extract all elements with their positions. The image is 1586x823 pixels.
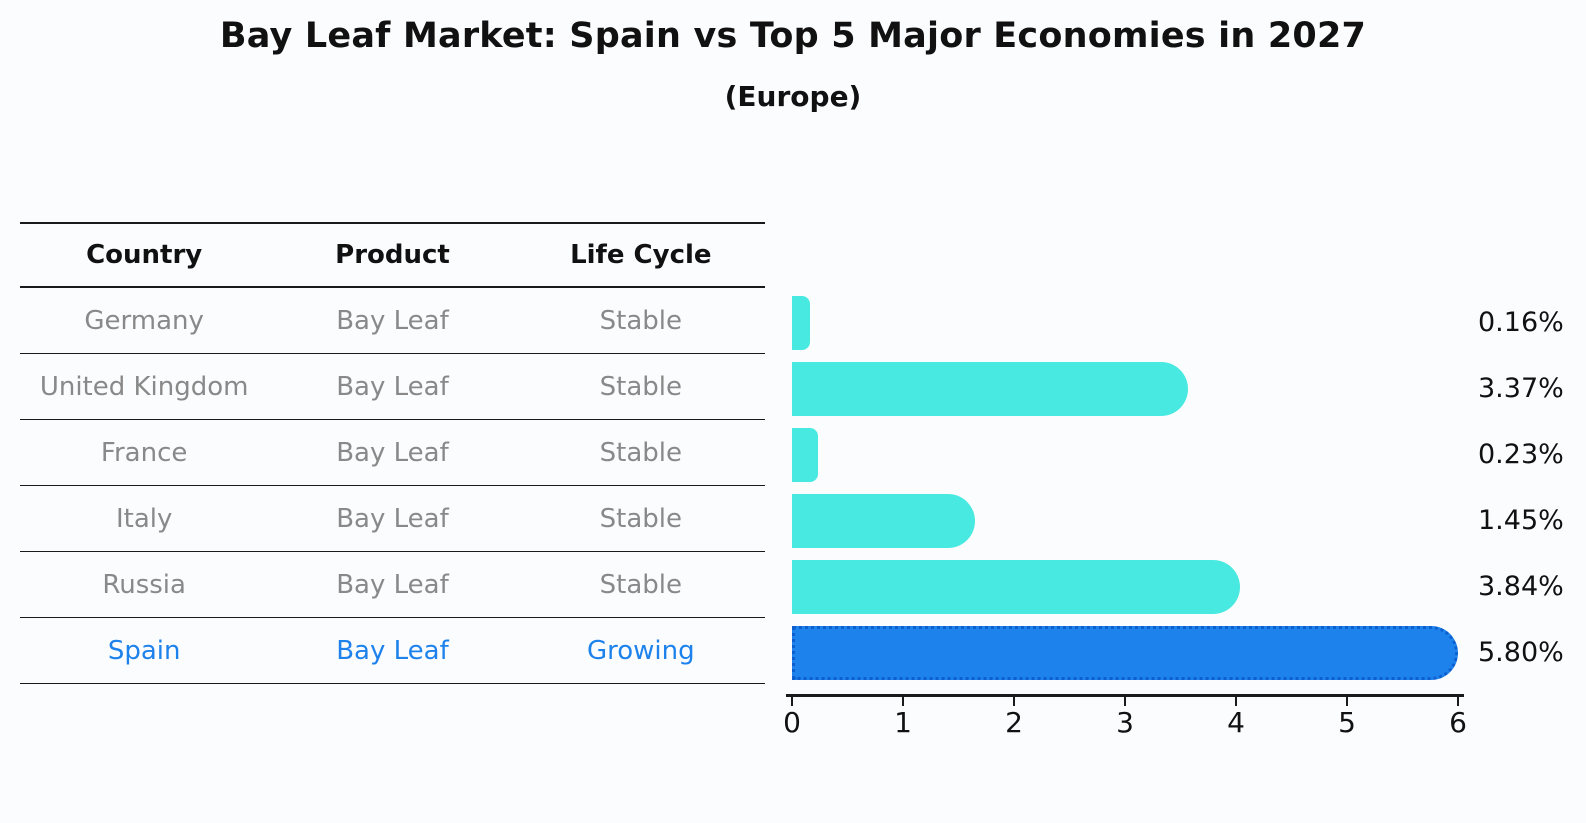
value-label-france: 0.23%: [1478, 439, 1564, 470]
value-label-italy: 1.45%: [1478, 505, 1564, 536]
cell-product: Bay Leaf: [336, 503, 449, 534]
value-label-germany: 0.16%: [1478, 307, 1564, 338]
x-axis-line: [786, 694, 1464, 697]
table-row-spain: Spain Bay Leaf Growing: [20, 618, 765, 684]
table-header-product: Product: [335, 240, 450, 270]
value-label-russia: 3.84%: [1478, 571, 1564, 602]
cell-country: Italy: [115, 503, 173, 534]
x-tick-label-0: 0: [783, 706, 801, 739]
x-tick-mark-4: [1235, 696, 1237, 706]
table-row-russia: Russia Bay Leaf Stable: [20, 552, 765, 618]
cell-life-cycle: Stable: [599, 503, 682, 534]
value-label-spain: 5.80%: [1478, 637, 1564, 668]
bar-italy: [792, 494, 975, 548]
cell-product: Bay Leaf: [336, 371, 449, 402]
table-row-germany: Germany Bay Leaf Stable: [20, 288, 765, 354]
bar-france: [792, 428, 818, 482]
chart-title: Bay Leaf Market: Spain vs Top 5 Major Ec…: [219, 16, 1367, 56]
chart-subtitle: (Europe): [724, 80, 862, 113]
cell-life-cycle: Growing: [586, 635, 695, 666]
bar-united-kingdom: [792, 362, 1189, 416]
cell-product: Bay Leaf: [336, 305, 449, 336]
x-tick-mark-5: [1346, 696, 1348, 706]
bar-germany: [792, 296, 810, 350]
cell-country: United Kingdom: [39, 371, 249, 402]
table-rows: Germany Bay Leaf Stable United Kingdom Bay L…: [20, 288, 765, 684]
x-tick-label-3: 3: [1116, 706, 1134, 739]
x-tick-mark-0: [791, 696, 793, 706]
x-tick-label-5: 5: [1338, 706, 1356, 739]
x-tick-label-4: 4: [1227, 706, 1245, 739]
cell-country: Spain: [107, 635, 181, 666]
cell-country: Germany: [84, 305, 204, 336]
cell-product: Bay Leaf: [336, 437, 449, 468]
bar-spain: [792, 626, 1458, 680]
cell-life-cycle: Stable: [599, 569, 682, 600]
table-header-row: Country Product Life Cycle: [20, 222, 765, 288]
x-tick-mark-2: [1013, 696, 1015, 706]
x-tick-label-6: 6: [1449, 706, 1467, 739]
x-tick-mark-3: [1124, 696, 1126, 706]
cell-product: Bay Leaf: [336, 569, 449, 600]
cell-life-cycle: Stable: [599, 437, 682, 468]
table-header-life-cycle: Life Cycle: [570, 240, 712, 270]
table-row-united-kingdom: United Kingdom Bay Leaf Stable: [20, 354, 765, 420]
value-label-united-kingdom: 3.37%: [1478, 373, 1564, 404]
table-row-italy: Italy Bay Leaf Stable: [20, 486, 765, 552]
cell-life-cycle: Stable: [599, 305, 682, 336]
cell-life-cycle: Stable: [599, 371, 682, 402]
x-tick-mark-1: [902, 696, 904, 706]
table-row-france: France Bay Leaf Stable: [20, 420, 765, 486]
bar-russia: [792, 560, 1241, 614]
x-tick-label-2: 2: [1005, 706, 1023, 739]
cell-product: Bay Leaf: [336, 635, 449, 666]
table-header-country: Country: [86, 240, 203, 270]
x-tick-label-1: 1: [894, 706, 912, 739]
cell-country: France: [100, 437, 188, 468]
data-table: Country Product Life Cycle Germany Bay Le…: [20, 222, 765, 684]
x-tick-mark-6: [1457, 696, 1459, 706]
cell-country: Russia: [102, 569, 186, 600]
